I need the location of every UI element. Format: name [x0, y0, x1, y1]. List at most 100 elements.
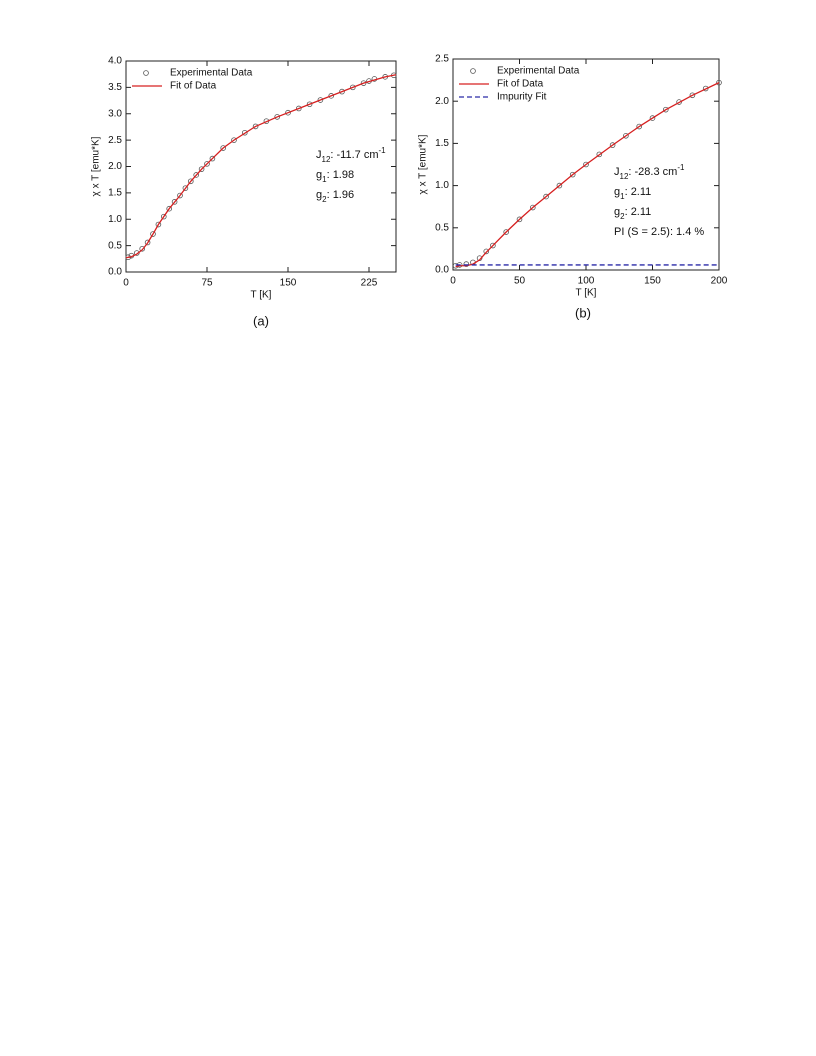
parameter-text: g [614, 186, 620, 198]
parameter-text: 12 [620, 172, 629, 181]
fit-parameter: J12: -28.3 cm-1 [614, 163, 685, 181]
data-point [193, 172, 200, 178]
y-tick-label: 1.5 [108, 188, 122, 199]
parameter-text: 2 [620, 212, 625, 221]
y-tick-label: 0.5 [108, 240, 122, 251]
data-point [676, 99, 682, 105]
data-point [556, 182, 563, 189]
y-tick-label: 3.0 [108, 108, 122, 119]
data-point [139, 245, 146, 252]
data-point [529, 204, 536, 211]
x-tick-label: 150 [280, 278, 297, 289]
fit-parameter: g2: 1.96 [316, 189, 354, 204]
parameter-text: g [614, 206, 620, 218]
data-point [188, 178, 194, 185]
plot-frame [125, 60, 397, 273]
legend-label: Experimental Data [170, 68, 253, 79]
parameter-text: : 1.96 [327, 189, 355, 201]
x-tick-label: 225 [361, 278, 378, 289]
data-point [155, 221, 162, 228]
data-point [274, 114, 281, 120]
parameter-text: J [316, 149, 322, 161]
data-point [220, 145, 227, 151]
data-point [198, 166, 205, 172]
data-point [209, 155, 216, 162]
parameter-text: PI (S = 2.5): 1.4 % [614, 226, 704, 238]
parameter-text: : -28.3 cm [628, 166, 677, 178]
x-axis-label: T [K] [576, 288, 597, 299]
data-point [516, 216, 523, 223]
data-point [242, 129, 248, 136]
panel-caption: (b) [575, 305, 591, 320]
parameter-text: : -11.7 cm [330, 149, 378, 161]
fit-parameter: g1: 1.98 [316, 169, 354, 184]
data-point [231, 137, 237, 143]
data-point [161, 213, 167, 220]
fit-parameter: J12: -11.7 cm-1 [316, 146, 386, 164]
legend-marker [143, 70, 149, 76]
parameter-text: g [316, 169, 322, 181]
fit-parameter: g1: 2.11 [614, 186, 651, 201]
data-point [569, 171, 576, 178]
y-tick-label: 2.5 [435, 54, 449, 65]
x-axis-label: T [K] [251, 290, 272, 301]
data-point [150, 231, 156, 237]
y-tick-label: 1.5 [435, 138, 449, 149]
data-point [702, 85, 709, 92]
data-point [636, 123, 642, 130]
parameter-text: 2 [322, 195, 327, 204]
y-tick-label: 2.0 [108, 161, 122, 172]
parameter-text: -1 [677, 163, 685, 172]
y-tick-label: 4.0 [108, 56, 122, 67]
y-tick-label: 1.0 [435, 180, 449, 191]
y-axis-label: χ x T [emu*K] [91, 136, 102, 196]
y-tick-label: 0.0 [435, 265, 449, 276]
legend-label: Fit of Data [497, 79, 544, 90]
fit-parameter: g2: 2.11 [614, 206, 651, 221]
y-tick-label: 3.5 [108, 82, 122, 93]
data-point [649, 115, 656, 121]
data-point [490, 242, 496, 249]
y-axis-label: χ x T [emu*K] [418, 134, 429, 194]
data-point [177, 192, 183, 199]
parameter-text: -1 [379, 146, 387, 155]
data-point [483, 248, 490, 255]
data-point [716, 79, 722, 86]
data-point [662, 106, 669, 113]
y-tick-label: 1.0 [108, 214, 122, 225]
x-tick-label: 100 [578, 276, 595, 287]
data-point [623, 133, 629, 139]
data-point [171, 199, 178, 205]
y-tick-label: 0.0 [108, 267, 122, 278]
parameter-text: : 1.98 [327, 169, 355, 181]
y-tick-label: 2.5 [108, 135, 122, 146]
fit-parameter: PI (S = 2.5): 1.4 % [614, 226, 704, 238]
data-point [463, 261, 470, 267]
x-tick-label: 50 [514, 276, 526, 287]
legend-label: Experimental Data [497, 66, 580, 77]
parameter-text: 12 [322, 155, 331, 164]
data-point [182, 185, 189, 191]
parameter-text: J [614, 166, 620, 178]
data-point [596, 151, 603, 158]
data-point [689, 92, 696, 99]
data-point [503, 229, 510, 235]
x-tick-label: 0 [123, 278, 129, 289]
parameter-text: : 2.11 [625, 186, 652, 198]
data-point [328, 93, 335, 99]
data-point [285, 109, 291, 116]
data-point [543, 193, 549, 200]
data-point [306, 101, 313, 108]
x-tick-label: 0 [450, 276, 456, 287]
data-point [317, 97, 324, 103]
data-point [295, 105, 302, 112]
data-point [360, 80, 367, 86]
parameter-text: 1 [322, 175, 327, 184]
x-tick-label: 200 [711, 276, 728, 287]
legend-label: Impurity Fit [497, 92, 547, 103]
legend-label: Fit of Data [170, 81, 217, 92]
data-point [166, 205, 173, 212]
fit-line [455, 82, 720, 268]
